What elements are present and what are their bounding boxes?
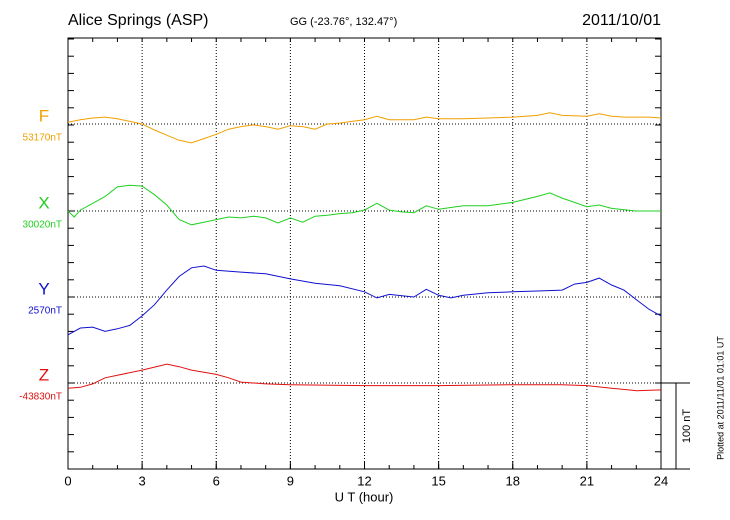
x-tick-label: 3: [139, 473, 146, 488]
x-tick-label: 21: [580, 473, 594, 488]
baseline-label: -43830nT: [19, 392, 62, 403]
x-tick-label: 18: [506, 473, 520, 488]
baseline-label: 53170nT: [23, 133, 62, 144]
x-axis-label: U T (hour): [335, 489, 394, 504]
baseline-label: 30020nT: [23, 220, 62, 231]
chart-date: 2011/10/01: [582, 12, 661, 29]
trace: [67, 112, 662, 144]
trace: [67, 184, 661, 226]
series-name: Y: [38, 279, 49, 298]
x-tick-label: 0: [64, 473, 71, 488]
baseline-label: 2570nT: [28, 306, 62, 317]
x-tick-label: 6: [213, 473, 220, 488]
series-name: Z: [39, 365, 49, 384]
scale-bar-label: 100 nT: [681, 409, 693, 444]
chart-subtitle: GG (-23.76°, 132.47°): [290, 16, 397, 28]
x-tick-label: 15: [431, 473, 445, 488]
trace: [67, 265, 662, 336]
series-name: X: [38, 193, 49, 212]
chart-title: Alice Springs (ASP): [68, 12, 209, 29]
x-tick-label: 12: [357, 473, 371, 488]
series-name: F: [39, 106, 49, 125]
trace: [67, 363, 662, 392]
footnote: Plotted at 2011/11/01 01:01 UT: [715, 336, 725, 460]
x-tick-label: 24: [654, 473, 668, 488]
x-tick-label: 9: [287, 473, 294, 488]
